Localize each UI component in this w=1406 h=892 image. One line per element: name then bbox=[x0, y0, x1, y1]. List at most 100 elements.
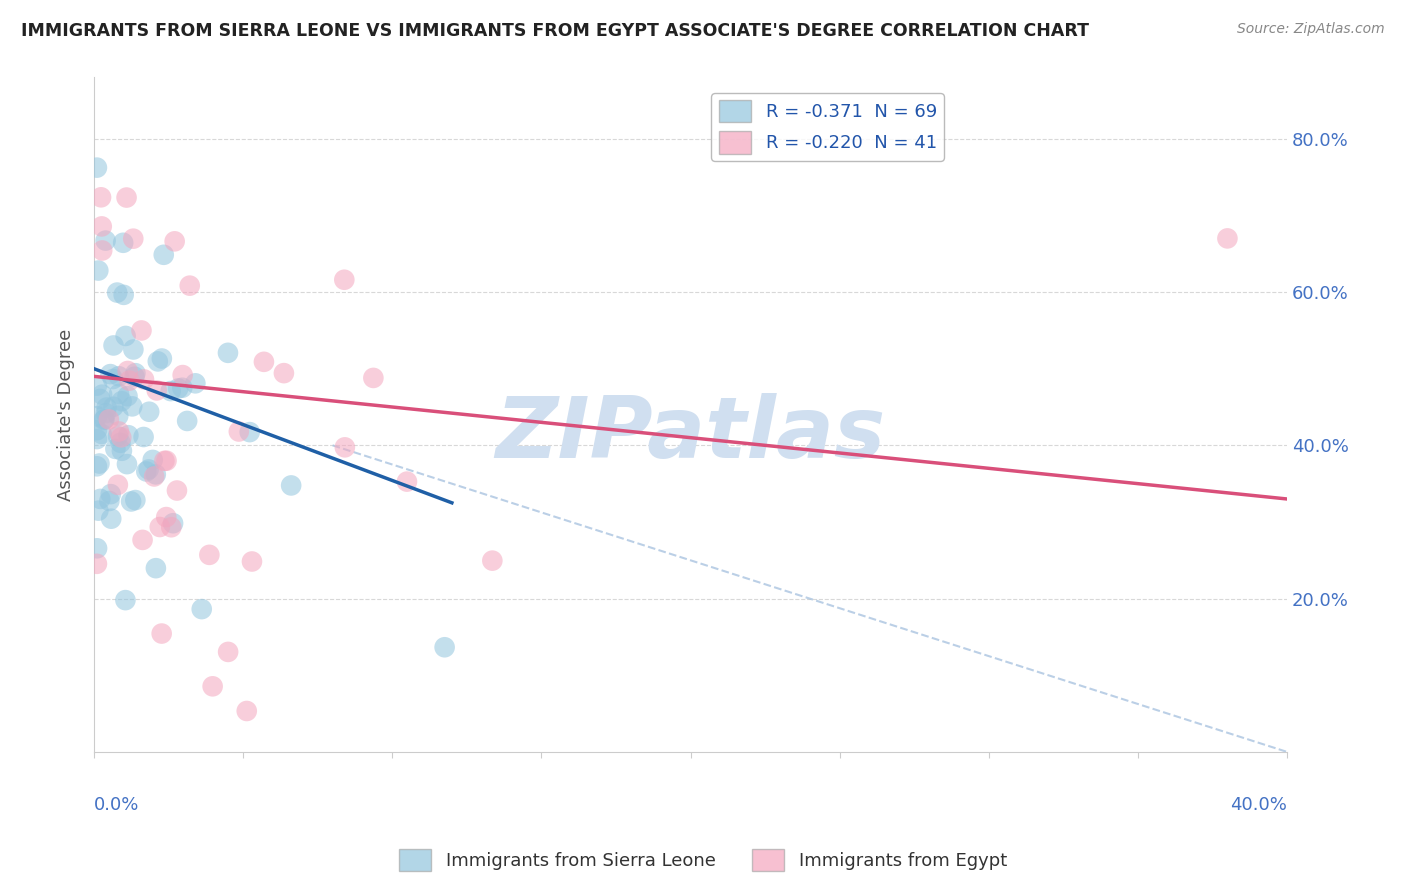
Point bbox=[86, 378, 108, 392]
Y-axis label: Associate's Degree: Associate's Degree bbox=[58, 328, 75, 500]
Point bbox=[94, 234, 117, 248]
Point bbox=[138, 405, 160, 419]
Point bbox=[155, 510, 177, 524]
Point bbox=[149, 520, 172, 534]
Point bbox=[145, 467, 167, 482]
Point bbox=[201, 679, 224, 693]
Point bbox=[108, 387, 131, 401]
Point bbox=[122, 232, 145, 246]
Point bbox=[176, 414, 198, 428]
Point bbox=[273, 366, 295, 380]
Point bbox=[363, 371, 385, 385]
Point bbox=[190, 602, 212, 616]
Point bbox=[87, 503, 110, 517]
Point bbox=[159, 384, 181, 398]
Point bbox=[90, 190, 112, 204]
Point bbox=[184, 376, 207, 391]
Point bbox=[131, 533, 153, 547]
Point bbox=[152, 248, 174, 262]
Point bbox=[132, 430, 155, 444]
Point bbox=[166, 483, 188, 498]
Point bbox=[90, 219, 112, 234]
Point bbox=[117, 364, 139, 378]
Point bbox=[110, 430, 132, 444]
Point bbox=[132, 372, 155, 386]
Point bbox=[333, 273, 356, 287]
Point bbox=[90, 426, 112, 441]
Point bbox=[217, 346, 239, 360]
Point bbox=[108, 425, 131, 439]
Point bbox=[114, 329, 136, 343]
Point bbox=[110, 435, 132, 450]
Point bbox=[111, 394, 134, 409]
Point bbox=[228, 425, 250, 439]
Point bbox=[172, 368, 194, 382]
Point bbox=[107, 409, 129, 423]
Point bbox=[124, 369, 146, 384]
Point bbox=[163, 235, 186, 249]
Point bbox=[142, 453, 165, 467]
Text: 40.0%: 40.0% bbox=[1230, 796, 1286, 814]
Point bbox=[433, 640, 456, 655]
Point bbox=[100, 487, 122, 501]
Point bbox=[89, 457, 111, 471]
Point bbox=[150, 351, 173, 366]
Point bbox=[86, 409, 108, 424]
Point bbox=[89, 491, 111, 506]
Point bbox=[395, 475, 418, 489]
Point bbox=[87, 263, 110, 277]
Point bbox=[86, 423, 108, 437]
Point bbox=[103, 400, 125, 414]
Point bbox=[94, 406, 117, 420]
Point bbox=[103, 338, 125, 352]
Point bbox=[239, 425, 262, 439]
Point bbox=[100, 367, 122, 381]
Point bbox=[124, 366, 146, 380]
Point bbox=[138, 462, 160, 476]
Point bbox=[120, 494, 142, 508]
Point bbox=[93, 413, 115, 427]
Text: ZIPatlas: ZIPatlas bbox=[495, 393, 886, 476]
Point bbox=[91, 244, 114, 258]
Point bbox=[86, 557, 108, 571]
Point bbox=[89, 392, 111, 406]
Point bbox=[167, 382, 190, 396]
Point bbox=[153, 454, 176, 468]
Point bbox=[108, 369, 131, 384]
Point bbox=[160, 520, 183, 534]
Legend: Immigrants from Sierra Leone, Immigrants from Egypt: Immigrants from Sierra Leone, Immigrants… bbox=[392, 842, 1014, 879]
Point bbox=[150, 626, 173, 640]
Point bbox=[86, 161, 108, 175]
Point bbox=[111, 443, 134, 458]
Point bbox=[155, 454, 177, 468]
Point bbox=[112, 288, 135, 302]
Point bbox=[240, 554, 263, 568]
Point bbox=[172, 381, 194, 395]
Point bbox=[333, 441, 356, 455]
Point bbox=[107, 429, 129, 443]
Point bbox=[117, 389, 139, 403]
Point bbox=[217, 645, 239, 659]
Point bbox=[481, 554, 503, 568]
Point bbox=[122, 343, 145, 357]
Point bbox=[93, 412, 115, 426]
Point bbox=[115, 190, 138, 204]
Text: IMMIGRANTS FROM SIERRA LEONE VS IMMIGRANTS FROM EGYPT ASSOCIATE'S DEGREE CORRELA: IMMIGRANTS FROM SIERRA LEONE VS IMMIGRAN… bbox=[21, 22, 1090, 40]
Point bbox=[107, 478, 129, 492]
Legend: R = -0.371  N = 69, R = -0.220  N = 41: R = -0.371 N = 69, R = -0.220 N = 41 bbox=[711, 93, 943, 161]
Point bbox=[100, 511, 122, 525]
Point bbox=[98, 494, 121, 508]
Point bbox=[101, 372, 124, 386]
Point bbox=[112, 235, 135, 250]
Point bbox=[86, 432, 108, 446]
Point bbox=[86, 541, 108, 556]
Point bbox=[236, 704, 259, 718]
Point bbox=[86, 459, 108, 474]
Point bbox=[104, 442, 127, 456]
Point bbox=[124, 493, 146, 508]
Point bbox=[121, 400, 143, 414]
Point bbox=[162, 516, 184, 531]
Point bbox=[114, 593, 136, 607]
Point bbox=[91, 387, 114, 401]
Point bbox=[118, 374, 141, 388]
